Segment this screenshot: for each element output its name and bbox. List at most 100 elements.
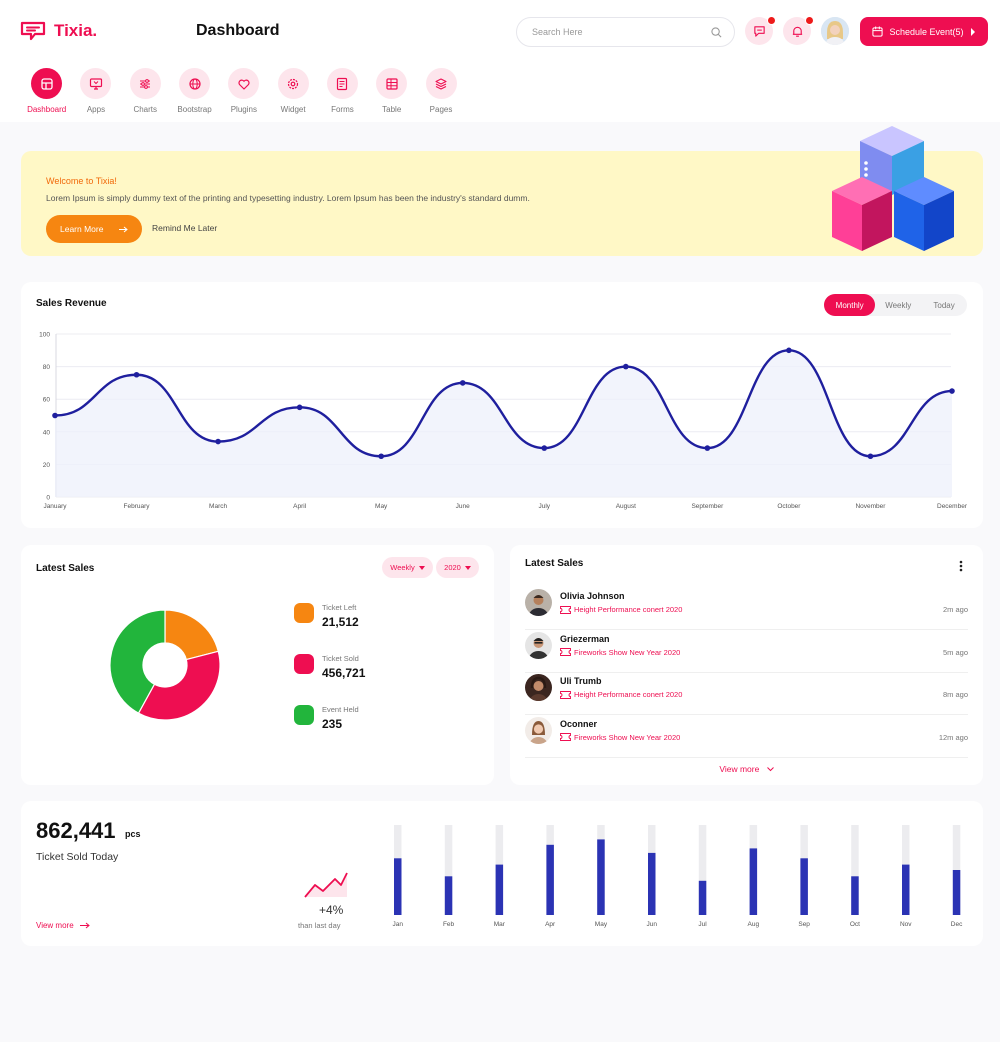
revenue-point[interactable] bbox=[296, 404, 303, 411]
revenue-point[interactable] bbox=[215, 438, 221, 445]
nav-icon-wrap bbox=[376, 68, 408, 99]
learn-more-label: Learn More bbox=[60, 224, 104, 234]
chevron-down-icon bbox=[766, 767, 774, 772]
sales-list-item[interactable]: Uli Trumb Height Performance conert 2020 8… bbox=[525, 673, 968, 715]
brand-logo[interactable]: Tixia. bbox=[20, 20, 97, 42]
nav-item-forms[interactable]: Forms bbox=[318, 68, 367, 114]
sales-list-item[interactable]: Oconner Fireworks Show New Year 2020 12m a… bbox=[525, 716, 968, 758]
bar-label: Dec bbox=[951, 921, 963, 928]
sales-revenue-title: Sales Revenue bbox=[36, 298, 107, 309]
customer-name: Griezerman bbox=[560, 633, 610, 644]
revenue-point[interactable] bbox=[623, 363, 629, 370]
tab-monthly[interactable]: Monthly bbox=[824, 294, 876, 316]
donut-slice[interactable] bbox=[137, 650, 221, 721]
sales-donut-chart bbox=[109, 609, 221, 721]
sales-revenue-card: Sales Revenue Monthly Weekly Today 0 20 40 60… bbox=[21, 282, 983, 528]
revenue-point[interactable] bbox=[786, 347, 792, 354]
nav-item-dashboard[interactable]: Dashboard bbox=[22, 68, 71, 114]
nav-item-apps[interactable]: Apps bbox=[71, 68, 120, 114]
search-icon[interactable] bbox=[711, 26, 722, 38]
nav-item-widget[interactable]: Widget bbox=[268, 68, 317, 114]
top-header: Tixia. Dashboard Sch bbox=[0, 0, 1000, 122]
ticket-icon bbox=[560, 648, 571, 656]
bar-label: Oct bbox=[850, 921, 860, 928]
sliders-icon bbox=[140, 78, 151, 89]
nav-item-bootstrap[interactable]: Bootstrap bbox=[170, 68, 219, 114]
legend-value: 21,512 bbox=[322, 615, 359, 629]
ticket-view-more-link[interactable]: View more bbox=[36, 921, 90, 930]
nav-item-table[interactable]: Table bbox=[367, 68, 416, 114]
nav-item-pages[interactable]: Pages bbox=[416, 68, 465, 114]
calendar-icon bbox=[872, 26, 884, 37]
legend-swatch bbox=[294, 654, 314, 674]
event-name: Fireworks Show New Year 2020 bbox=[574, 647, 681, 657]
tab-today[interactable]: Today bbox=[933, 300, 955, 310]
tab-weekly[interactable]: Weekly bbox=[885, 300, 912, 310]
user-avatar[interactable] bbox=[821, 17, 849, 45]
sales-list-item[interactable]: Griezerman Fireworks Show New Year 2020 5m… bbox=[525, 631, 968, 673]
donut-slice[interactable] bbox=[164, 609, 220, 661]
bar[interactable] bbox=[851, 876, 859, 915]
revenue-point[interactable] bbox=[541, 445, 548, 451]
revenue-point[interactable] bbox=[949, 388, 955, 394]
period-filter-dropdown[interactable]: Weekly bbox=[382, 557, 433, 578]
x-tick-label: April bbox=[293, 503, 307, 510]
view-more-link[interactable]: View more bbox=[510, 764, 983, 774]
nav-item-label: Apps bbox=[86, 105, 106, 114]
revenue-point[interactable] bbox=[867, 453, 874, 460]
x-tick-label: February bbox=[124, 503, 151, 510]
bar[interactable] bbox=[495, 864, 504, 915]
bar[interactable] bbox=[952, 870, 961, 915]
welcome-banner: Welcome to Tixia! Lorem Ipsum is simply … bbox=[21, 126, 983, 256]
search-input[interactable] bbox=[532, 27, 711, 37]
remind-later-link[interactable]: Remind Me Later bbox=[152, 223, 218, 233]
customer-name: Olivia Johnson bbox=[560, 591, 625, 601]
page-title: Dashboard bbox=[196, 22, 280, 39]
form-icon bbox=[337, 77, 348, 90]
bar-label: May bbox=[595, 921, 608, 928]
bar-label: Jul bbox=[698, 921, 707, 928]
x-tick-label: March bbox=[209, 503, 227, 510]
bar[interactable] bbox=[597, 839, 605, 915]
nav-item-charts[interactable]: Charts bbox=[121, 68, 170, 114]
revenue-point[interactable] bbox=[459, 380, 466, 386]
bar[interactable] bbox=[648, 852, 656, 915]
bar[interactable] bbox=[444, 876, 453, 915]
ticket-view-more-label: View more bbox=[36, 921, 74, 930]
welcome-title: Welcome to Tixia! bbox=[46, 176, 117, 186]
arrow-right-icon bbox=[79, 922, 90, 929]
ticket-icon bbox=[560, 605, 571, 614]
bar-label: Jan bbox=[393, 921, 404, 928]
revenue-point[interactable] bbox=[133, 371, 140, 378]
revenue-point[interactable] bbox=[378, 453, 384, 460]
messages-button[interactable] bbox=[745, 16, 776, 45]
learn-more-button[interactable]: Learn More bbox=[46, 215, 142, 243]
more-vertical-icon[interactable] bbox=[959, 560, 963, 572]
bar-track bbox=[851, 825, 859, 915]
avatar bbox=[525, 716, 552, 744]
bar[interactable] bbox=[546, 844, 554, 915]
bar[interactable] bbox=[698, 880, 707, 915]
x-tick-label: May bbox=[375, 503, 388, 510]
revenue-point[interactable] bbox=[52, 412, 58, 419]
bar[interactable] bbox=[394, 858, 402, 915]
bar[interactable] bbox=[902, 864, 910, 915]
revenue-point[interactable] bbox=[704, 445, 711, 451]
growth-label: than last day bbox=[298, 921, 341, 930]
bar[interactable] bbox=[800, 858, 808, 915]
sales-list-item[interactable]: Olivia Johnson Height Performance conert … bbox=[525, 588, 968, 630]
bar-label: Sep bbox=[798, 921, 810, 928]
dashboard-icon bbox=[40, 77, 53, 90]
avatar-image bbox=[821, 17, 849, 45]
nav-item-plugins[interactable]: Plugins bbox=[219, 68, 268, 114]
y-tick-label: 0 bbox=[46, 495, 50, 502]
donut-slice[interactable] bbox=[109, 609, 166, 715]
revenue-line bbox=[54, 349, 953, 458]
notifications-button[interactable] bbox=[783, 16, 814, 45]
year-filter-dropdown[interactable]: 2020 bbox=[436, 557, 479, 578]
x-tick-label: November bbox=[855, 503, 886, 510]
bar[interactable] bbox=[749, 848, 758, 915]
schedule-event-button[interactable]: Schedule Event(5) bbox=[860, 17, 988, 46]
latest-sales-chart-title: Latest Sales bbox=[36, 563, 95, 574]
caret-right-icon bbox=[970, 27, 975, 36]
